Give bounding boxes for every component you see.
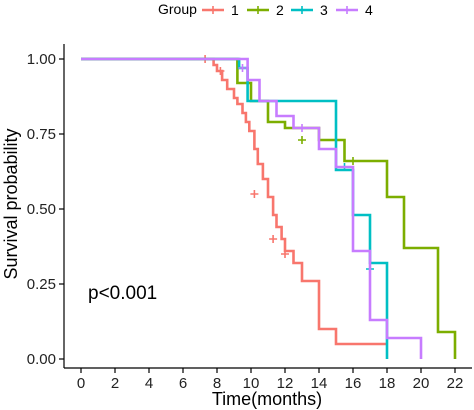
legend-censor-3	[298, 6, 306, 14]
p-value-annotation: p<0.001	[88, 283, 157, 304]
censor-mark-group-2	[349, 157, 357, 165]
x-tick-label: 22	[447, 375, 464, 392]
x-tick-label: 12	[277, 375, 294, 392]
censor-mark-group-4	[238, 64, 247, 72]
y-tick-label: 1.00	[27, 51, 56, 68]
x-tick-label: 6	[179, 375, 187, 392]
x-tick-label: 14	[311, 375, 328, 392]
plot-area: 0.00 0.25 0.50 0.75 1.00 0 2 4 6 8 10 12 14 16 18 20 22	[27, 44, 472, 392]
x-tick-label: 4	[145, 375, 153, 392]
legend-label-3: 3	[320, 2, 328, 18]
legend-censor-1	[209, 6, 217, 14]
x-tick-label: 10	[243, 375, 260, 392]
survival-curve-group-3	[81, 57, 389, 359]
legend-label-4: 4	[365, 2, 373, 18]
x-tick-label: 20	[413, 375, 430, 392]
x-tick-label: 0	[77, 375, 85, 392]
survival-curve-group-4	[81, 57, 423, 359]
x-tick-label: 2	[111, 375, 119, 392]
legend-censor-2	[254, 6, 262, 14]
x-axis-title: Time(months)	[212, 389, 322, 409]
censor-mark-group-1	[269, 235, 278, 243]
censor-mark-group-1	[250, 190, 259, 198]
censor-mark-group-1	[216, 67, 225, 75]
y-tick-label: 0.50	[27, 201, 56, 218]
censor-mark-group-1	[281, 250, 289, 258]
y-tick-label: 0.25	[27, 276, 56, 293]
y-axis-title: Survival probability	[1, 128, 21, 279]
x-tick-label: 16	[345, 375, 362, 392]
x-tick-label: 18	[379, 375, 396, 392]
legend-label-1: 1	[231, 2, 239, 18]
censor-mark-group-4	[298, 124, 306, 132]
y-tick-label: 0.75	[27, 126, 56, 143]
legend-censor-4	[343, 6, 351, 14]
legend: Group 1 2 3 4	[158, 1, 373, 18]
survival-curve-group-1	[81, 57, 387, 346]
survival-curve-group-2	[81, 57, 457, 359]
censor-mark-group-2	[298, 136, 306, 144]
legend-title: Group	[158, 1, 197, 17]
legend-label-2: 2	[276, 2, 284, 18]
x-tick-label: 8	[213, 375, 221, 392]
y-tick-label: 0.00	[27, 351, 56, 368]
